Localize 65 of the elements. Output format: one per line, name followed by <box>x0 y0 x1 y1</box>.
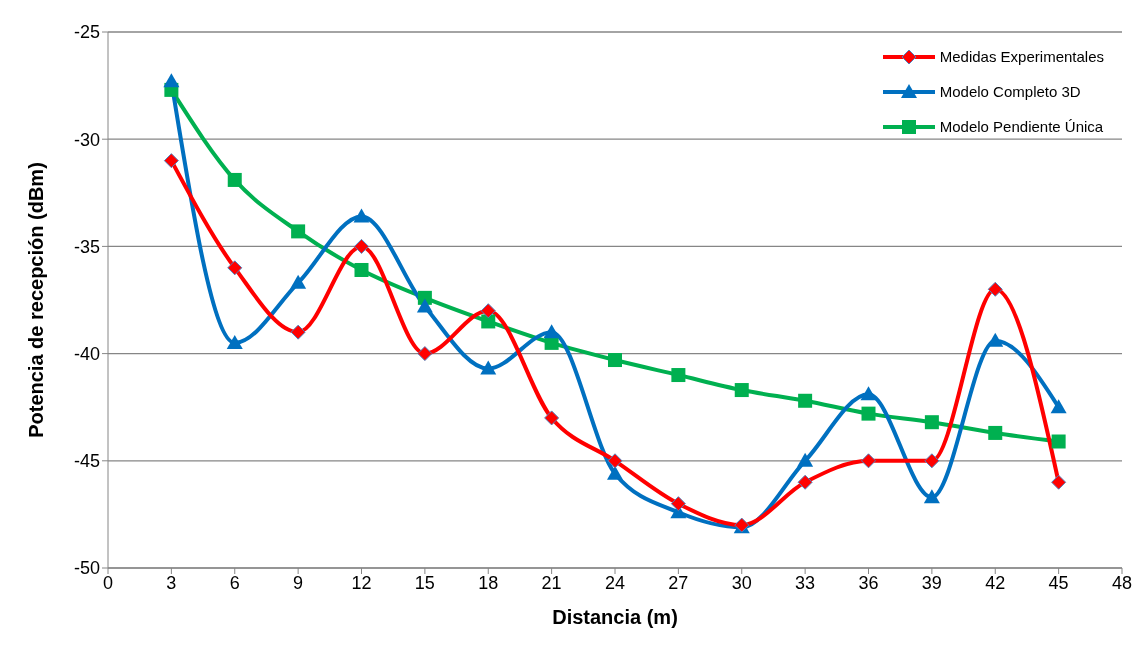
x-tick-label: 6 <box>229 572 240 593</box>
x-tick-label: 18 <box>478 572 499 593</box>
point <box>860 386 877 401</box>
point <box>226 334 243 349</box>
point <box>290 324 306 340</box>
point <box>988 425 1003 440</box>
point <box>923 489 940 504</box>
x-tick-label: 9 <box>293 572 304 593</box>
x-axis-title: Distancia (m) <box>552 606 678 628</box>
x-tick-label: 33 <box>795 572 816 593</box>
point <box>480 360 497 375</box>
legend-label: Modelo Pendiente Única <box>939 118 1104 135</box>
point <box>924 453 940 469</box>
point <box>291 224 306 239</box>
x-tick-label: 39 <box>921 572 942 593</box>
point <box>227 172 242 187</box>
x-tick-label: 42 <box>985 572 1006 593</box>
point <box>798 393 813 408</box>
point <box>1051 434 1066 449</box>
point <box>924 415 939 430</box>
point <box>227 260 243 276</box>
point <box>607 465 623 480</box>
point <box>354 238 369 254</box>
point <box>670 496 686 512</box>
x-tick-label: 36 <box>858 572 879 593</box>
y-tick-label: -40 <box>73 343 100 364</box>
y-tick-label: -30 <box>73 129 100 150</box>
point <box>290 274 307 289</box>
point <box>480 303 496 319</box>
x-tick-label: 21 <box>541 572 562 593</box>
point <box>861 406 876 421</box>
legend-label: Medidas Experimentales <box>939 48 1104 65</box>
point <box>353 208 370 223</box>
y-tick-label: -35 <box>73 236 100 257</box>
point <box>987 281 1003 297</box>
point <box>163 153 179 169</box>
x-tick-label: 24 <box>604 572 626 593</box>
point <box>797 474 813 490</box>
point <box>163 73 180 88</box>
x-tick-label: 45 <box>1048 572 1069 593</box>
point <box>861 453 876 469</box>
point <box>543 324 560 339</box>
point <box>1051 474 1067 490</box>
x-tick-label: 48 <box>1111 572 1133 593</box>
legend-label: Modelo Completo 3D <box>939 83 1081 100</box>
y-tick-label: -25 <box>73 22 100 43</box>
x-tick-label: 12 <box>351 572 372 593</box>
point <box>417 346 433 362</box>
point <box>544 410 560 426</box>
point <box>416 298 433 313</box>
point <box>797 452 814 467</box>
x-tick-label: 15 <box>414 572 435 593</box>
y-axis-title: Potencia de recepción (dBm) <box>25 162 48 438</box>
point <box>734 383 749 398</box>
point <box>354 262 369 277</box>
y-tick-label: -50 <box>73 558 100 579</box>
x-tick-label: 27 <box>668 572 689 593</box>
point <box>671 368 686 383</box>
x-tick-label: 30 <box>731 572 752 593</box>
point <box>607 453 623 469</box>
point <box>608 353 622 368</box>
point <box>1050 399 1067 414</box>
x-tick-label: 0 <box>102 572 114 593</box>
x-tick-label: 3 <box>166 572 177 593</box>
y-tick-label: -45 <box>73 451 100 472</box>
